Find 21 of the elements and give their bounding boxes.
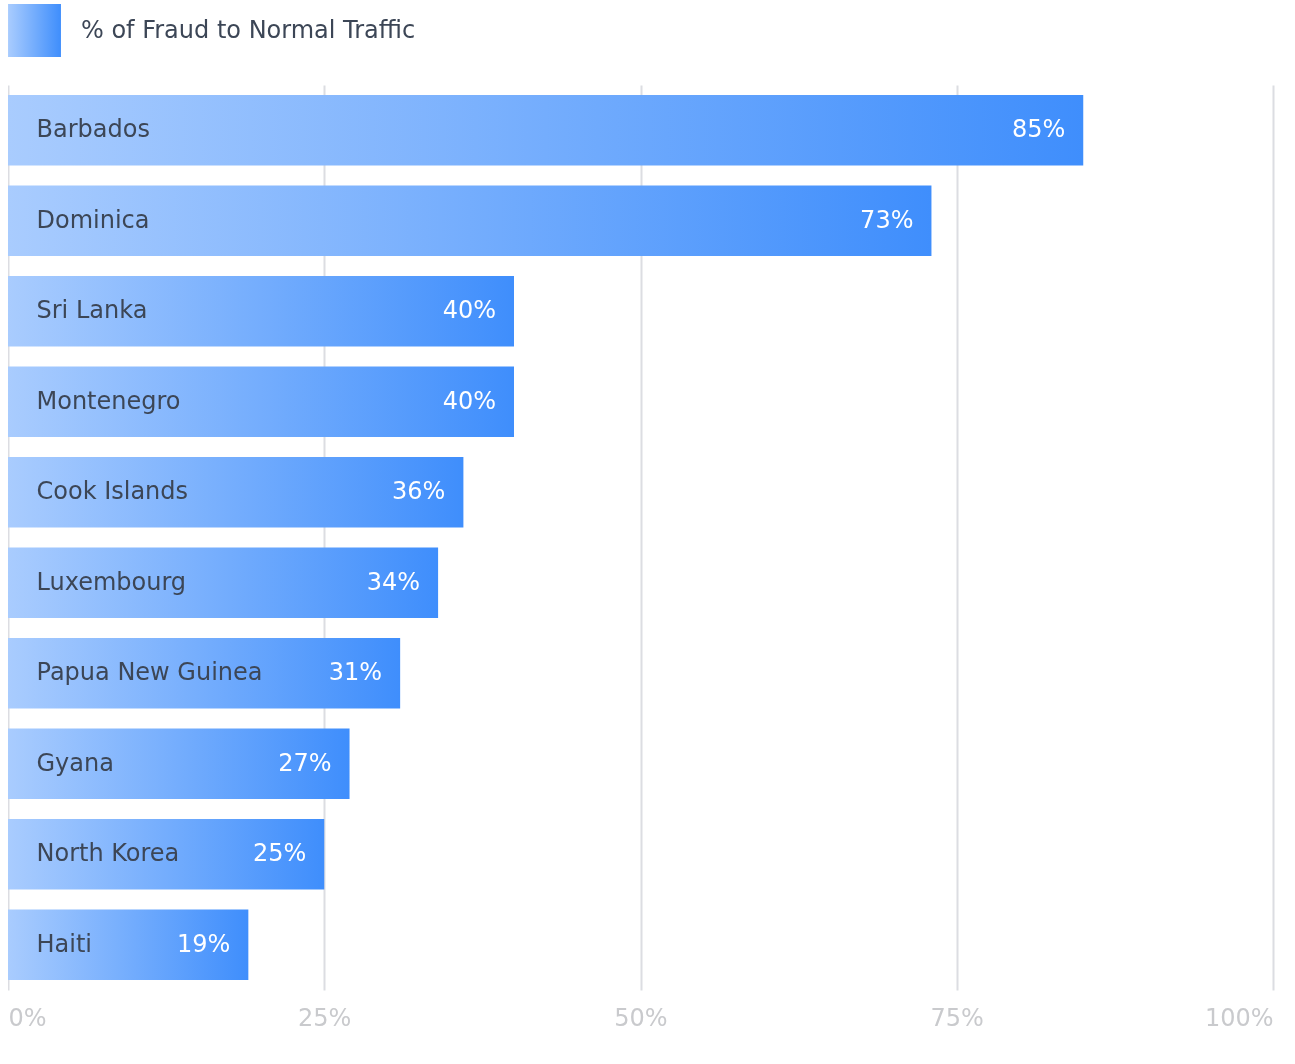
y-tick-label: North Korea [36,839,180,868]
data-label: 40% [442,386,496,415]
y-tick-label: Dominica [36,205,150,234]
y-tick-label: Barbados [36,115,150,144]
y-tick-label: Gyana [36,748,114,777]
data-label: 34% [366,567,421,596]
y-tick-label: Papua New Guinea [36,658,263,687]
data-label: 25% [252,839,307,868]
legend-label: % of Fraud to Normal Traffic [81,15,416,44]
data-label: 27% [278,748,332,777]
y-tick-label: Sri Lanka [36,296,148,325]
y-tick-label: Montenegro [36,386,181,415]
data-label: 40% [442,296,496,325]
data-label: 85% [1011,115,1066,144]
data-label: 73% [860,205,914,234]
data-label: 31% [328,658,383,687]
data-label: 19% [177,929,231,958]
y-tick-label: Cook Islands [36,477,189,506]
data-label: 36% [392,477,446,506]
y-tick-label: Luxembourg [36,567,187,596]
y-tick-label: Haiti [36,929,92,958]
